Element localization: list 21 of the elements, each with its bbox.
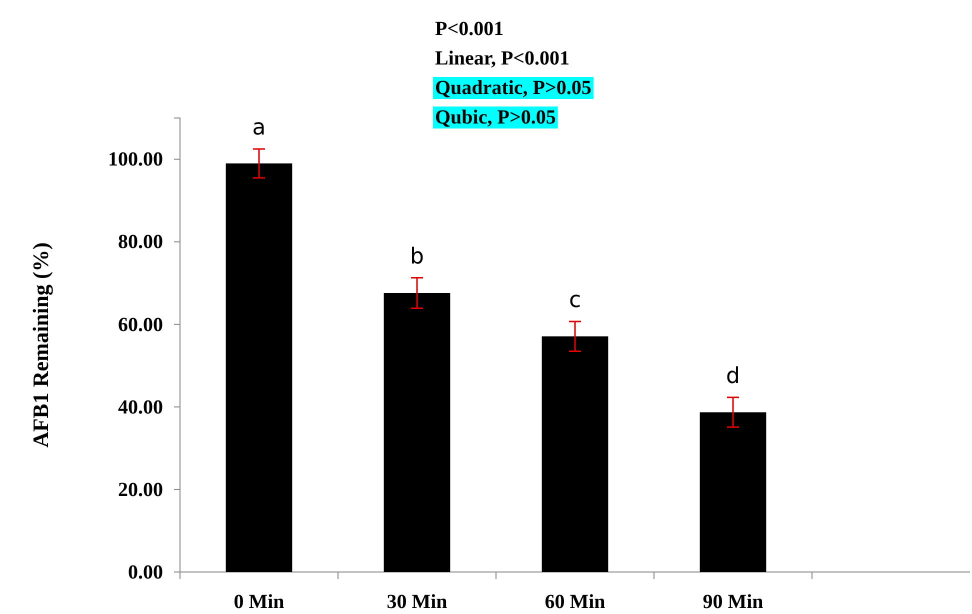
x-tick-label: 0 Min — [234, 591, 284, 613]
text: P<0.001 — [435, 18, 504, 40]
annotation: c — [568, 288, 582, 314]
y-tick-label: 0.00 — [128, 561, 163, 584]
y-tick-label: 100.00 — [108, 148, 163, 171]
bar — [700, 412, 766, 572]
y-tick-label: 40.00 — [118, 396, 163, 418]
x-tick-label: 60 Min — [544, 591, 606, 613]
annotation: b — [410, 244, 424, 270]
x-tick-label: 90 Min — [702, 591, 764, 613]
x-tick-label: 30 Min — [386, 591, 448, 613]
bar — [384, 292, 450, 572]
annotation: d — [726, 364, 740, 390]
bar — [542, 336, 608, 572]
y-tick-label: 20.00 — [118, 478, 163, 501]
y-tick-label: 80.00 — [118, 231, 163, 254]
y-tick-label: 60.00 — [118, 314, 163, 336]
y-axis-title: AFB1 Remaining (%) — [28, 242, 53, 448]
bar — [226, 163, 292, 572]
text: Linear, P<0.001 — [435, 48, 570, 70]
annotation: a — [252, 116, 266, 141]
